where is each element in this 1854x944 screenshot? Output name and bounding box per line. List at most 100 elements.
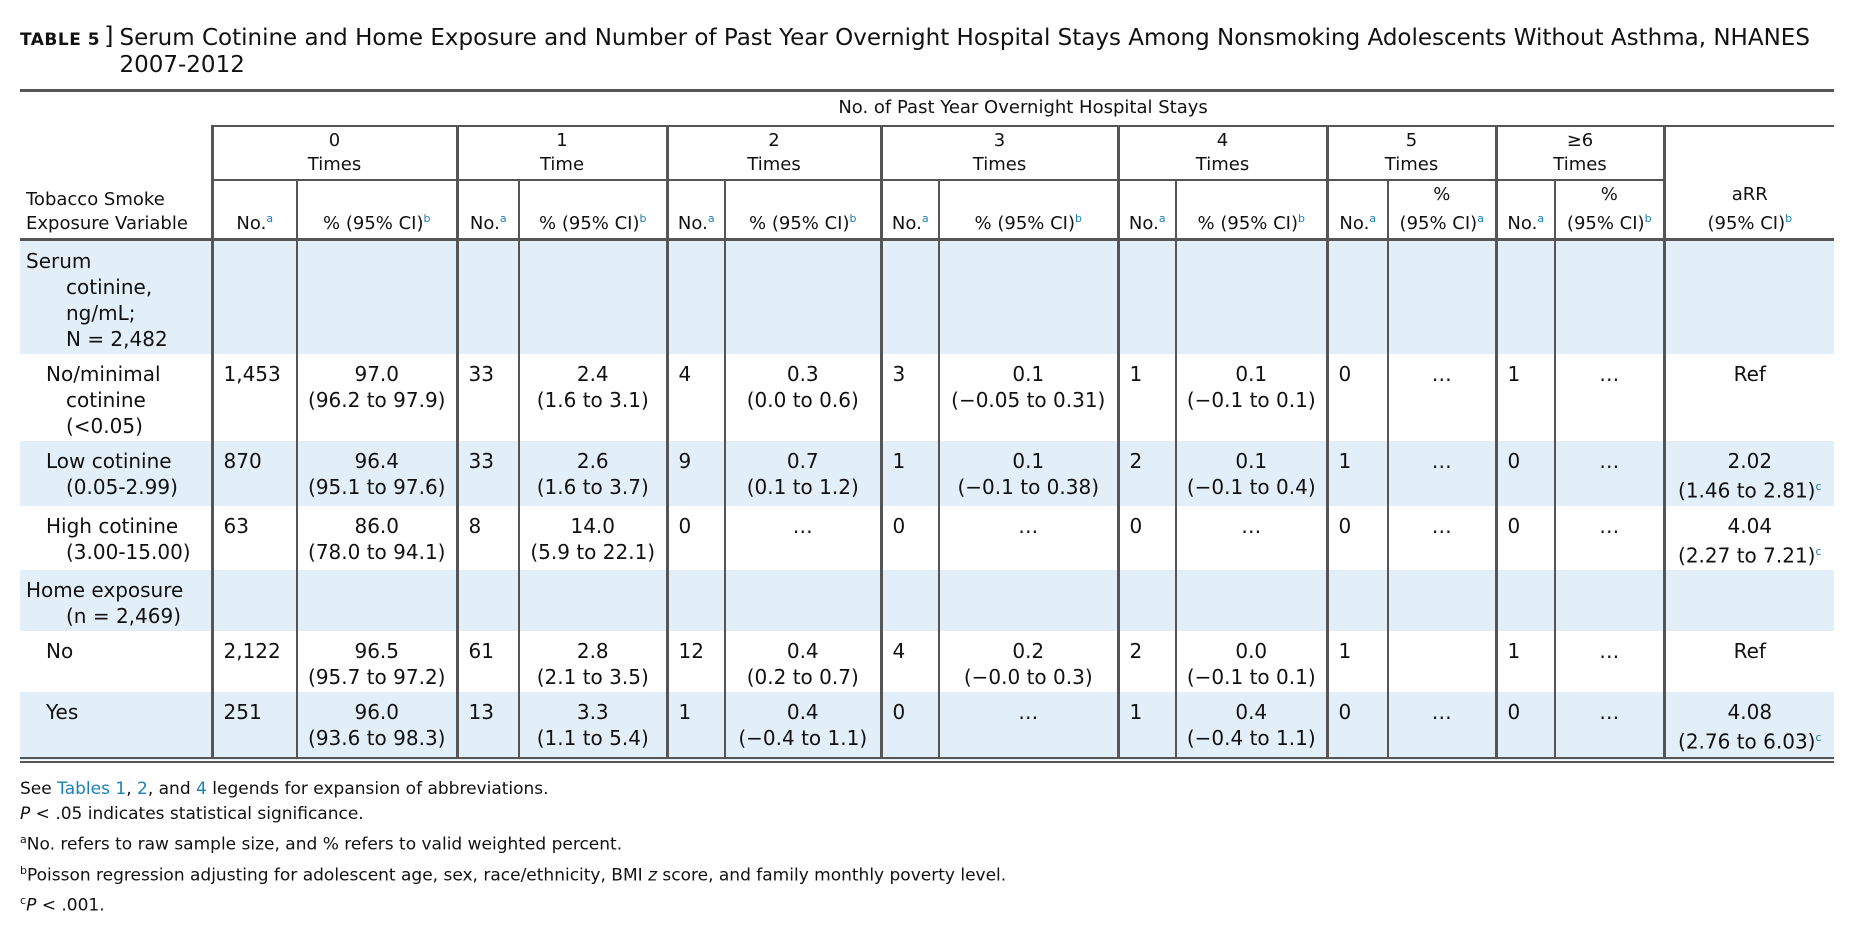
empty-cell [1494, 570, 1555, 632]
percent-value: 0.4 [786, 700, 819, 725]
count-cell: 4 [665, 354, 725, 441]
percent-cell: 86.0 (78.0 to 94.1) [296, 505, 457, 571]
table-2-link[interactable]: 2 [137, 778, 148, 799]
row-label: No/minimal cotinine (<0.05) [20, 354, 212, 441]
count-cell: 0 [1325, 505, 1388, 571]
percent-cell: 0.1 (−0.1 to 0.38) [938, 441, 1118, 506]
percent-cell: 96.0 (93.6 to 98.3) [296, 692, 457, 763]
title-bracket: ] [104, 22, 114, 50]
tables-link[interactable]: Tables 1 [57, 778, 127, 799]
empty-cell [724, 570, 881, 632]
percent-value: 0.0 [1235, 639, 1268, 664]
count-cell: 33 [455, 354, 519, 441]
percent-cell: 0.4 (0.2 to 0.7) [724, 631, 881, 693]
row-label-header: Tobacco Smoke Exposure Variable [20, 180, 212, 241]
count-cell: 870 [210, 441, 297, 506]
percent-cell: … [1387, 692, 1496, 763]
percent-cell: 2.8 (2.1 to 3.5) [518, 631, 667, 693]
percent-cell: 0.4 (−0.4 to 1.1) [1175, 692, 1327, 763]
section-label: Serum cotinine, ng/mL; N = 2,482 [20, 239, 212, 354]
group-header: ≥6 Times [1494, 126, 1664, 181]
count-cell: 3 [879, 354, 939, 441]
percent-value: … [1599, 362, 1620, 386]
count-cell: 12 [665, 631, 725, 693]
group-header: 5 Times [1325, 126, 1496, 181]
percent-value: 0.4 [1235, 700, 1268, 725]
count-cell: 63 [210, 505, 297, 571]
percent-cell: 14.0 (5.9 to 22.1) [518, 505, 667, 571]
row-label-line: No [46, 639, 74, 664]
count-cell: 1 [1325, 631, 1388, 693]
sig-marker: c [1815, 480, 1822, 493]
percent-cell: 0.3 (0.0 to 0.6) [724, 354, 881, 441]
percent-ci: (−0.1 to 0.1) [1186, 388, 1316, 412]
arr-value: Ref [1733, 362, 1766, 386]
percent-value: 0.1 [1012, 362, 1045, 386]
percent-ci: (1.1 to 5.4) [536, 726, 649, 751]
percent-cell: … [1554, 692, 1664, 763]
group-header: 0 Times [210, 126, 457, 181]
data-table: No. of Past Year Overnight Hospital Stay… [20, 89, 1835, 763]
percent-cell: 0.1 (−0.1 to 0.1) [1175, 354, 1327, 441]
percent-value: … [1431, 700, 1452, 725]
count-cell: 0 [1116, 505, 1176, 571]
row-label: Low cotinine (0.05-2.99) [20, 441, 212, 506]
footnote-significance: P < .05 indicates statistical significan… [20, 803, 364, 824]
header-group-row: 0 Times 1 Time 2 Times 3 Times 4 Times 5 Times… [20, 126, 1835, 181]
percent-cell: 0.2 (−0.0 to 0.3) [938, 631, 1118, 693]
percent-cell: 0.7 (0.1 to 1.2) [724, 441, 881, 506]
count-cell: 13 [455, 692, 519, 763]
percent-value: 0.3 [786, 362, 819, 386]
percent-value: … [1431, 362, 1452, 386]
header-spanner-row: No. of Past Year Overnight Hospital Stay… [20, 89, 1835, 127]
arr-cell: Ref [1662, 354, 1835, 441]
percent-ci: (−0.4 to 1.1) [738, 726, 868, 751]
count-cell: 4 [879, 631, 939, 693]
percent-ci: (2.1 to 3.5) [536, 665, 649, 690]
sig-marker: c [1815, 544, 1822, 558]
empty-cell [665, 570, 725, 632]
arr-cell: 4.04 (2.27 to 7.21)c [1662, 505, 1835, 571]
count-cell: 8 [455, 505, 519, 571]
empty-cell [1325, 570, 1388, 632]
percent-value: … [1241, 513, 1262, 538]
percent-value: … [1431, 449, 1452, 473]
count-cell: 2,122 [210, 631, 297, 693]
percent-value: … [1018, 513, 1039, 538]
group-header: 3 Times [879, 126, 1118, 181]
percent-value: … [1599, 449, 1620, 473]
empty-cell [1116, 570, 1176, 632]
count-cell: 0 [879, 692, 939, 763]
percent-ci: (1.6 to 3.7) [536, 475, 649, 499]
percent-value: 0.1 [1235, 362, 1268, 386]
percent-cell: … [1175, 505, 1327, 571]
percent-value: 0.4 [786, 639, 819, 664]
no-header: No.a [665, 180, 725, 241]
table-4-link[interactable]: 4 [196, 778, 207, 799]
pct-header: % (95% CI)a [1387, 180, 1496, 241]
percent-cell: 0.4 (−0.4 to 1.1) [724, 692, 881, 763]
row-label: No [20, 631, 212, 692]
percent-ci: (93.6 to 98.3) [308, 726, 446, 751]
percent-value: … [1018, 700, 1039, 725]
percent-cell: 0.0 (−0.1 to 0.1) [1175, 631, 1327, 693]
percent-ci: (−0.0 to 0.3) [963, 665, 1093, 690]
percent-ci: (78.0 to 94.1) [308, 539, 446, 564]
count-cell: 251 [210, 692, 297, 763]
percent-value: … [1599, 513, 1620, 538]
footnote-a: aNo. refers to raw sample size, and % re… [20, 832, 623, 855]
sig-marker: c [1815, 731, 1822, 745]
arr-value: 4.04 [1727, 513, 1773, 538]
percent-value: … [1599, 639, 1620, 664]
group-header: 2 Times [665, 126, 881, 181]
footnote-c: cP < .001. [20, 894, 105, 916]
count-cell: 9 [665, 441, 725, 506]
empty-cell [296, 570, 457, 632]
row-label-line: (3.00-15.00) [66, 539, 191, 564]
table-row: Yes 251 96.0 (93.6 to 98.3) 13 3.3 (1.1 to 5.4… [20, 692, 1835, 763]
percent-value: … [1431, 513, 1452, 538]
count-cell: 0 [665, 505, 725, 571]
percent-cell: … [1554, 354, 1664, 441]
count-cell: 1 [1494, 354, 1555, 441]
percent-cell: … [938, 692, 1118, 763]
